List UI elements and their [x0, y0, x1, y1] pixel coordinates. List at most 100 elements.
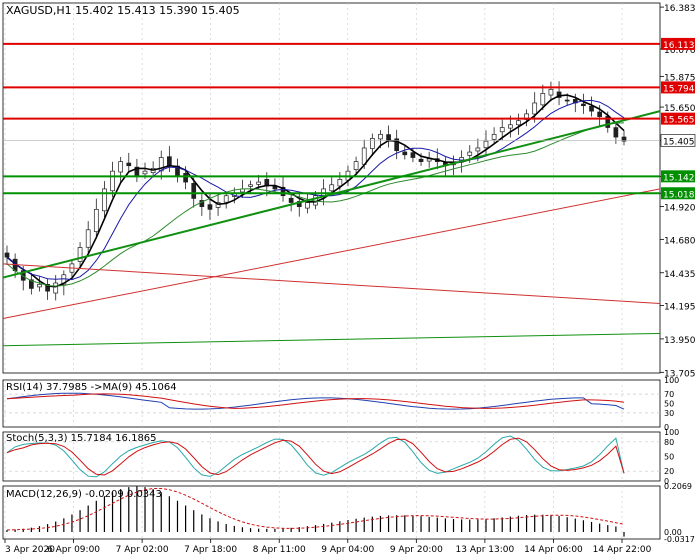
price-tick-label: 14.435	[664, 270, 696, 280]
rsi-line	[6, 392, 625, 410]
level-label: 15.565	[663, 116, 695, 126]
macd-signal-line	[6, 488, 625, 531]
candle-body	[410, 152, 416, 158]
candle-body	[126, 162, 132, 167]
price-panel	[2, 42, 661, 347]
candle-body	[532, 102, 538, 115]
price-tick-label: 15.875	[664, 73, 696, 83]
panel-frame	[2, 2, 661, 374]
candle-body	[589, 105, 594, 112]
osc-tick-label: 0	[664, 423, 669, 432]
level-label: 15.794	[663, 84, 695, 94]
candle-body	[556, 91, 562, 98]
candle-body	[475, 147, 481, 152]
x-tick-label: 8 Apr 11:00	[253, 545, 306, 555]
candle-body	[540, 93, 546, 106]
candle-body	[158, 157, 164, 172]
candle-body	[361, 147, 367, 165]
candle-body	[248, 184, 253, 187]
stoch-d-line	[6, 437, 625, 476]
candle-body	[516, 120, 521, 126]
macd-tick-label: 0.00	[664, 528, 682, 537]
osc-tick-label: 80	[664, 438, 674, 447]
level-label: 15.018	[663, 190, 695, 200]
current-price-label: 15.405	[663, 137, 695, 147]
candle-body	[581, 103, 586, 107]
rsi-panel	[3, 392, 660, 414]
candle-body	[85, 229, 91, 248]
level-label-bg	[661, 187, 695, 200]
candle-body	[337, 178, 343, 187]
candle-body	[37, 284, 42, 288]
candle-body	[167, 156, 172, 167]
osc-tick-label: 70	[664, 390, 674, 399]
candle-body	[321, 188, 326, 196]
panel-frame	[2, 431, 661, 482]
x-tick-label: 14 Apr 06:00	[524, 545, 583, 555]
candle-body	[256, 181, 262, 185]
trendline	[2, 332, 661, 347]
candle-body	[467, 151, 473, 156]
osc-tick-label: 50	[664, 453, 674, 462]
candle-body	[93, 208, 99, 232]
chart-title: XAGUSD,H1 15.402 15.413 15.390 15.405	[6, 4, 240, 17]
candle-body	[507, 124, 513, 129]
osc-tick-label: 30	[664, 409, 674, 418]
candle-body	[102, 188, 107, 212]
price-tick-label: 14.680	[664, 236, 696, 246]
trendline	[2, 110, 661, 279]
macd-tick-label: -0.0317	[664, 535, 695, 544]
candle-body	[353, 161, 359, 170]
rsi-ma-line	[6, 393, 625, 409]
level-label-bg	[661, 112, 695, 125]
ma-blue-line	[6, 99, 625, 281]
candle-body	[29, 279, 34, 289]
x-tick-label: 9 Apr 04:00	[321, 545, 374, 555]
price-tick-label: 16.076	[664, 46, 696, 56]
stoch-panel	[3, 435, 660, 478]
level-label-bg	[661, 170, 695, 183]
price-tick-label: 13.950	[664, 336, 696, 346]
x-tick-label: 7 Apr 18:00	[184, 545, 237, 555]
macd-label: MACD(12,26,9) -0.0209 0.0343	[6, 489, 162, 500]
trendline	[2, 263, 661, 304]
rsi-label: RSI(14) 37.7985 ->MA(9) 45.1064	[6, 382, 177, 393]
current-price-box	[660, 134, 696, 147]
axes: 16.383 16.076 15.875 15.650 15.405 15.142 15.0…	[4, 4, 696, 555]
candle-body	[305, 202, 310, 209]
level-label: 16.113	[663, 41, 695, 51]
candle-body	[597, 111, 602, 117]
candle-body	[418, 158, 424, 162]
candle-body	[134, 166, 140, 176]
candle-body	[499, 127, 505, 133]
stoch-label: Stoch(5,3,3) 15.7184 16.1865	[6, 433, 157, 444]
candle-body	[491, 133, 497, 140]
stoch-k-line	[6, 435, 625, 478]
price-tick-label: 16.383	[664, 4, 696, 14]
x-tick-label: 13 Apr 13:00	[456, 545, 515, 555]
candle-body	[394, 138, 400, 152]
candle-body	[548, 88, 554, 96]
candle-body	[53, 282, 59, 294]
level-label-bg	[661, 81, 695, 94]
candle-body	[288, 197, 294, 203]
macd-panel	[6, 486, 625, 537]
candle-body	[378, 133, 383, 140]
candle-body	[61, 274, 67, 286]
x-tick-label: 7 Apr 02:00	[116, 545, 169, 555]
osc-tick-label: 50	[664, 400, 674, 409]
price-tick-label: 13.705	[664, 369, 696, 379]
candle-body	[183, 173, 188, 183]
x-tick-label: 9 Apr 20:00	[390, 545, 443, 555]
candle-body	[207, 204, 213, 210]
candle-body	[280, 186, 286, 197]
candle-body	[621, 136, 627, 142]
candle-body	[4, 252, 10, 258]
trendline	[2, 188, 661, 319]
x-tick-label: 6 Apr 09:00	[47, 545, 100, 555]
macd-tick-label: 0.2069	[664, 482, 692, 491]
candle-body	[483, 140, 489, 149]
candle-body	[118, 161, 124, 173]
candle-body	[564, 99, 570, 102]
